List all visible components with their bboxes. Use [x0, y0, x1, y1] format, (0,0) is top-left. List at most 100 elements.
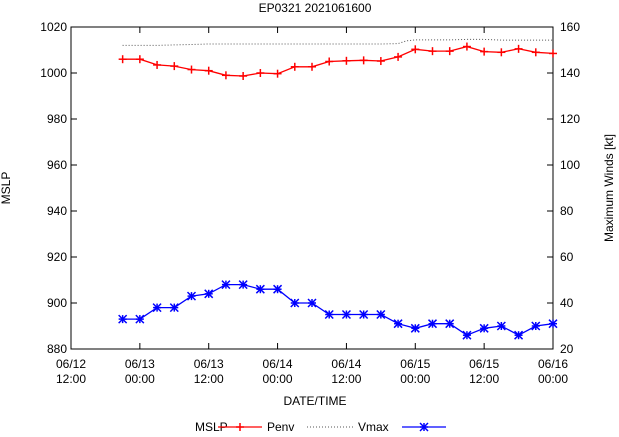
x-tick-label-time: 00:00: [400, 372, 430, 386]
marker-stroke: [221, 280, 231, 290]
series-penv-point: [204, 66, 213, 75]
y-tick-label: 920: [47, 250, 67, 264]
series-penv-point: [170, 62, 179, 71]
series-dotted-line-line: [122, 38, 553, 46]
series-penv-point: [376, 57, 385, 66]
y2-tick-label: 40: [560, 296, 574, 310]
legend: MSLP Penv Vmax: [195, 420, 446, 434]
series-vmax-point: [204, 289, 214, 299]
marker-stroke: [186, 291, 197, 301]
marker-stroke: [496, 321, 506, 331]
series-penv-point: [480, 47, 489, 56]
series-vmax-point: [221, 280, 231, 290]
series-vmax-point: [531, 321, 541, 331]
x-tick-label-date: 06/14: [263, 357, 293, 371]
chart-title: EP0321 2021061600: [259, 1, 372, 15]
series-vmax-point: [307, 298, 317, 308]
series-vmax-point: [169, 303, 179, 313]
y-tick-label: 900: [47, 296, 67, 310]
series-vmax-point: [341, 309, 351, 320]
series-vmax-point: [393, 319, 403, 329]
series-penv-point: [462, 42, 471, 51]
series-penv-point: [342, 56, 351, 65]
x-tick-label-time: 00:00: [538, 372, 568, 386]
series-penv-point: [549, 49, 557, 58]
y2-tick-label: 80: [560, 204, 574, 218]
y-tick-label: 1000: [40, 66, 67, 80]
series-vmax-point: [324, 309, 334, 320]
marker-stroke: [462, 330, 472, 340]
series-vmax-point: [135, 314, 145, 324]
legend-vmax-label: Vmax: [358, 420, 389, 432]
marker-stroke: [410, 323, 420, 333]
series-penv-point: [428, 47, 437, 56]
legend-penv-marker: [236, 423, 244, 431]
marker-stroke: [479, 323, 489, 333]
series-vmax-point: [496, 321, 506, 331]
series-penv-point: [394, 52, 403, 61]
marker-stroke: [531, 321, 541, 331]
legend-title: MSLP: [195, 420, 228, 432]
y-tick-label: 960: [47, 158, 67, 172]
marker-stroke: [548, 319, 558, 329]
y-tick-label: 1020: [40, 20, 67, 34]
series-vmax-point: [462, 330, 472, 340]
series-penv-point: [290, 62, 299, 71]
series-vmax-point: [186, 291, 197, 301]
marker-stroke: [135, 314, 145, 324]
y-axis-label: MSLP: [0, 172, 13, 205]
marker-stroke: [255, 284, 265, 294]
y-tick-label: 980: [47, 112, 67, 126]
x-tick-label-time: 12:00: [56, 372, 86, 386]
marker-stroke: [514, 330, 524, 340]
marker-stroke: [427, 319, 438, 329]
series-penv-point: [239, 71, 248, 80]
x-tick-label-time: 00:00: [125, 372, 155, 386]
x-tick-label-time: 12:00: [194, 372, 224, 386]
marker-stroke: [376, 309, 386, 320]
series-vmax-point: [238, 280, 248, 290]
y2-tick-label: 160: [560, 20, 580, 34]
marker-stroke: [238, 280, 248, 290]
series-penv-point: [135, 55, 144, 64]
x-tick-label-date: 06/13: [194, 357, 224, 371]
marker-stroke: [290, 298, 300, 308]
y2-tick-label: 60: [560, 250, 574, 264]
series-vmax-point: [255, 284, 265, 294]
marker-stroke: [118, 314, 128, 324]
x-tick-label-date: 06/12: [56, 357, 86, 371]
series-penv-point: [153, 60, 162, 69]
marker-stroke: [341, 309, 351, 320]
marker-stroke: [204, 289, 214, 299]
series-vmax-point: [427, 319, 438, 329]
series-vmax-point: [548, 319, 558, 329]
x-tick-label-date: 06/15: [400, 357, 430, 371]
x-tick-label-time: 12:00: [469, 372, 499, 386]
series-vmax-point: [118, 314, 128, 324]
series-vmax-point: [290, 298, 300, 308]
legend-penv-label: Penv: [267, 420, 294, 432]
series-penv-point: [411, 45, 420, 54]
x-tick-label-date: 06/14: [331, 357, 361, 371]
marker-stroke: [307, 298, 317, 308]
plot-frame: [70, 26, 554, 350]
series-penv-point: [359, 56, 368, 65]
series-penv-point: [256, 69, 265, 77]
x-axis-label: DATE/TIME: [283, 394, 346, 408]
legend-vmax-marker: [419, 422, 429, 432]
y-tick-label: 880: [47, 342, 67, 356]
marker-stroke: [419, 422, 429, 432]
series-penv-point: [514, 44, 523, 53]
series-penv-point: [531, 48, 540, 57]
series-penv-point: [325, 57, 334, 66]
y-tick-label: 940: [47, 204, 67, 218]
series-vmax-point: [273, 284, 283, 294]
marker-stroke: [324, 309, 334, 320]
marker-stroke: [273, 284, 283, 294]
series-vmax-point: [514, 330, 524, 340]
y2-axis-label: Maximum Winds [kt]: [602, 134, 616, 242]
series-penv-point: [221, 71, 230, 80]
series-vmax-point: [152, 303, 162, 313]
